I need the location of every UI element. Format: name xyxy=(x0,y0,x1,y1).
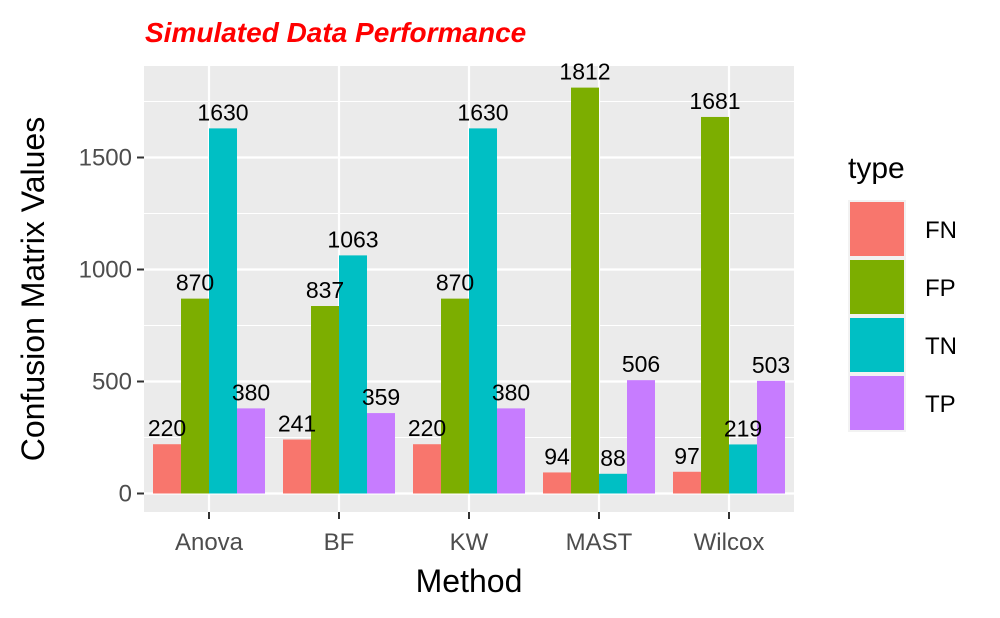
x-tick-label: Wilcox xyxy=(694,529,765,556)
legend-label: FN xyxy=(925,217,957,244)
bar-fp xyxy=(441,298,469,494)
bar-fp xyxy=(571,87,599,494)
legend-swatch-tp xyxy=(850,376,904,430)
data-labels: 220 870 1630 380 241 837 1063 359 220 870 1630 380 9… xyxy=(148,59,790,471)
legend-title: type xyxy=(848,152,905,185)
data-label: 94 xyxy=(544,443,570,469)
bar-tp xyxy=(497,408,525,494)
bar-fn xyxy=(543,472,571,494)
bar-tn xyxy=(599,473,627,494)
bars xyxy=(153,87,785,494)
data-label: 1630 xyxy=(457,99,508,125)
data-label: 359 xyxy=(362,384,400,410)
bar-fp xyxy=(181,298,209,494)
x-tick-label: BF xyxy=(324,529,355,556)
data-label: 837 xyxy=(306,277,344,303)
data-label: 97 xyxy=(674,443,700,469)
bar-fn xyxy=(153,444,181,494)
y-tick-label: 1000 xyxy=(79,257,132,284)
bar-tn xyxy=(729,444,757,494)
data-label: 220 xyxy=(408,415,446,441)
bar-fp xyxy=(311,306,339,494)
axes: 0 500 1000 1500 Anova BF KW MAST Wilcox xyxy=(79,145,765,557)
data-label: 506 xyxy=(622,351,660,377)
y-tick-label: 1500 xyxy=(79,145,132,172)
data-label: 88 xyxy=(600,445,626,471)
bar-tn xyxy=(469,128,497,494)
legend-swatch-fp xyxy=(850,260,904,314)
bar-tp xyxy=(237,408,265,494)
x-tick-label: KW xyxy=(450,529,489,556)
legend-label: TP xyxy=(925,391,956,418)
bar-tn xyxy=(209,128,237,494)
x-axis-title: Method xyxy=(416,563,523,599)
bar-tp xyxy=(757,380,785,494)
data-label: 1681 xyxy=(689,88,740,114)
x-tick-label: MAST xyxy=(566,529,633,556)
bar-tp xyxy=(627,380,655,494)
bar-tp xyxy=(367,413,395,494)
data-label: 220 xyxy=(148,415,186,441)
data-label: 241 xyxy=(278,411,316,437)
data-label: 1812 xyxy=(559,59,610,85)
data-label: 380 xyxy=(232,379,270,405)
legend-label: TN xyxy=(925,333,957,360)
chart-title: Simulated Data Performance xyxy=(145,17,526,48)
legend-label: FP xyxy=(925,275,956,302)
bar-fp xyxy=(701,116,729,494)
data-label: 219 xyxy=(724,415,762,441)
bar-fn xyxy=(673,471,701,494)
y-tick-label: 0 xyxy=(119,481,132,508)
legend-swatch-tn xyxy=(850,318,904,372)
y-tick-label: 500 xyxy=(92,369,132,396)
data-label: 1630 xyxy=(197,99,248,125)
bar-fn xyxy=(283,439,311,494)
data-label: 503 xyxy=(752,352,790,378)
data-label: 870 xyxy=(436,270,474,296)
bar-fn xyxy=(413,444,441,494)
x-tick-label: Anova xyxy=(175,529,244,556)
legend-swatch-fn xyxy=(850,202,904,256)
data-label: 380 xyxy=(492,379,530,405)
y-axis-title: Confusion Matrix Values xyxy=(15,117,51,461)
bar-tn xyxy=(339,255,367,494)
data-label: 870 xyxy=(176,270,214,296)
data-label: 1063 xyxy=(327,226,378,252)
legend: type FN FP TN TP xyxy=(848,152,957,432)
